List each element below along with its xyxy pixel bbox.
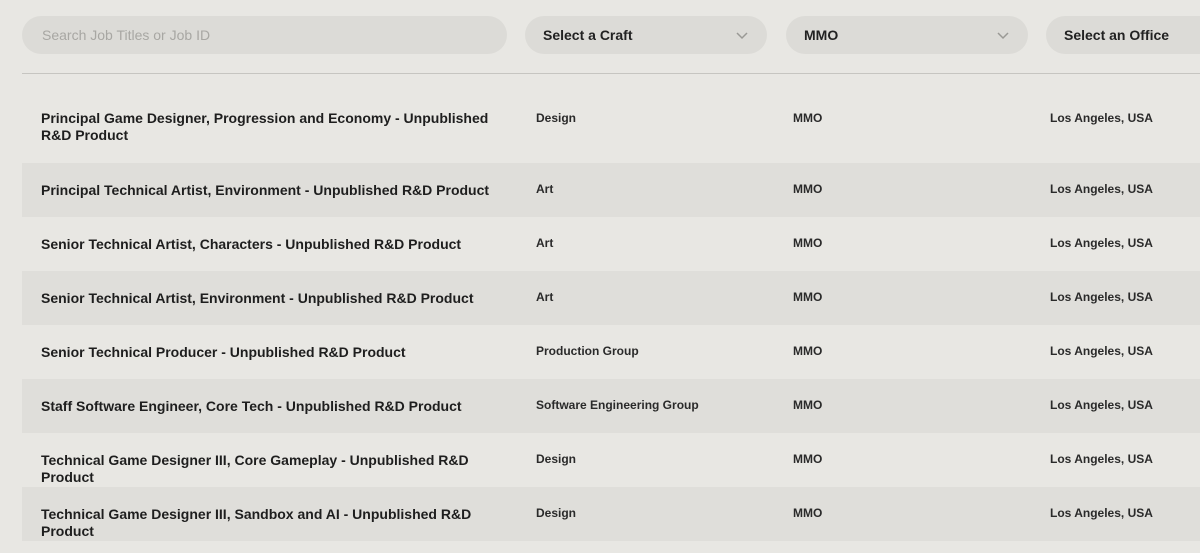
job-office: Los Angeles, USA [1050, 398, 1153, 412]
job-office: Los Angeles, USA [1050, 452, 1153, 466]
job-craft: Design [536, 111, 577, 125]
job-craft: Production Group [536, 344, 639, 358]
job-craft: Art [536, 290, 554, 304]
team-select-label: MMO [804, 27, 839, 43]
craft-select[interactable]: Select a Craft [525, 16, 767, 54]
job-row[interactable]: Technical Game Designer III, Core Gamepl… [22, 433, 1200, 487]
job-office: Los Angeles, USA [1050, 182, 1153, 196]
job-team: MMO [793, 452, 823, 466]
job-team: MMO [793, 236, 823, 250]
job-row[interactable]: Principal Game Designer, Progression and… [22, 92, 1200, 163]
job-team: MMO [793, 111, 823, 125]
job-title[interactable]: Senior Technical Artist, Characters - Un… [41, 236, 462, 252]
job-craft: Software Engineering Group [536, 398, 699, 412]
job-title[interactable]: Senior Technical Artist, Environment - U… [41, 290, 474, 306]
job-row[interactable]: Principal Technical Artist, Environment … [22, 163, 1200, 217]
job-title[interactable]: Staff Software Engineer, Core Tech - Unp… [41, 398, 462, 414]
filter-bar: Select a Craft MMO Select an Office [22, 16, 1200, 54]
job-office: Los Angeles, USA [1050, 506, 1153, 520]
office-select-label: Select an Office [1064, 27, 1170, 43]
job-row[interactable]: Staff Software Engineer, Core Tech - Unp… [22, 379, 1200, 433]
divider [22, 73, 1200, 74]
job-office: Los Angeles, USA [1050, 111, 1153, 125]
team-select[interactable]: MMO [786, 16, 1028, 54]
job-row[interactable]: Senior Technical Artist, Characters - Un… [22, 217, 1200, 271]
job-title[interactable]: Senior Technical Producer - Unpublished … [41, 344, 406, 360]
job-row[interactable]: Senior Technical Producer - Unpublished … [22, 325, 1200, 379]
job-title[interactable]: Principal Game Designer, Progression and… [41, 110, 489, 143]
job-row[interactable]: Technical Game Designer III, Sandbox and… [22, 487, 1200, 541]
job-team: MMO [793, 398, 823, 412]
chevron-down-icon [735, 28, 749, 42]
job-craft: Art [536, 236, 554, 250]
search-input[interactable] [22, 16, 507, 54]
craft-select-label: Select a Craft [543, 27, 633, 43]
job-team: MMO [793, 344, 823, 358]
job-team: MMO [793, 506, 823, 520]
job-craft: Art [536, 182, 554, 196]
job-craft: Design [536, 452, 577, 466]
job-title[interactable]: Technical Game Designer III, Sandbox and… [41, 506, 472, 539]
office-select[interactable]: Select an Office [1046, 16, 1200, 54]
chevron-down-icon [996, 28, 1010, 42]
job-office: Los Angeles, USA [1050, 290, 1153, 304]
job-office: Los Angeles, USA [1050, 236, 1153, 250]
job-team: MMO [793, 290, 823, 304]
job-row[interactable]: Senior Technical Artist, Environment - U… [22, 271, 1200, 325]
job-title[interactable]: Principal Technical Artist, Environment … [41, 182, 490, 198]
job-team: MMO [793, 182, 823, 196]
job-office: Los Angeles, USA [1050, 344, 1153, 358]
job-title[interactable]: Technical Game Designer III, Core Gamepl… [41, 452, 469, 485]
job-list: Principal Game Designer, Progression and… [22, 92, 1200, 541]
job-craft: Design [536, 506, 577, 520]
